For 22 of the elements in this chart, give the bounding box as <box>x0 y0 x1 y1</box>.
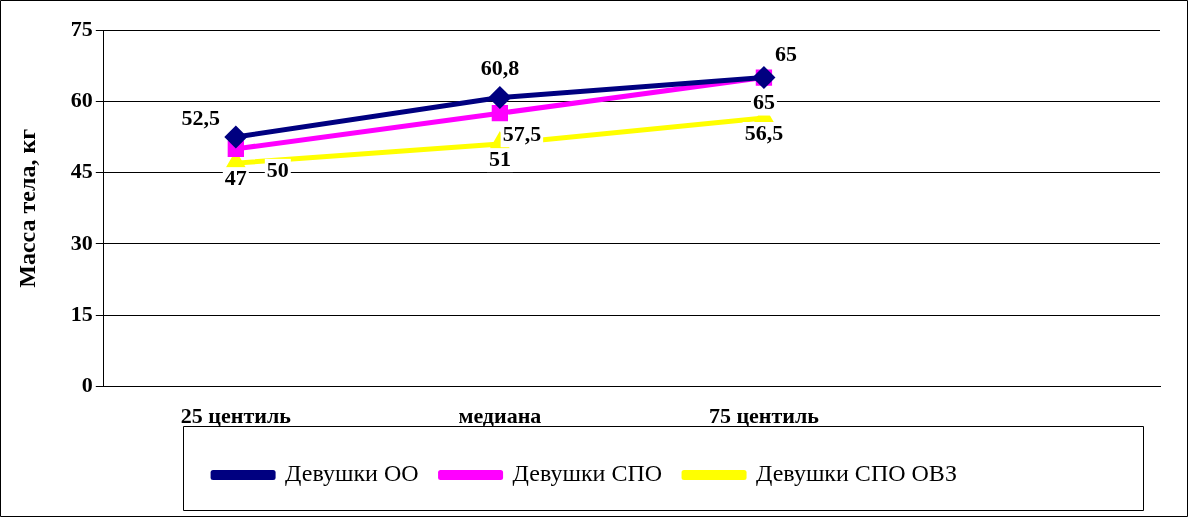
legend-label: Девушки СПО <box>512 460 663 487</box>
data-label: 51 <box>488 145 511 171</box>
y-tick-label: 0 <box>81 372 93 398</box>
data-label: 52,5 <box>181 104 221 130</box>
data-label: 57,5 <box>502 120 542 146</box>
y-tick-label: 45 <box>70 158 93 184</box>
data-label: 65 <box>774 41 797 67</box>
legend-label: Девушки СПО ОВЗ <box>756 460 957 487</box>
x-tick-label: медиана <box>458 403 542 429</box>
y-tick-label: 75 <box>70 15 93 41</box>
x-tick-label: 75 центиль <box>708 403 820 429</box>
x-tick-label: 25 центиль <box>180 403 292 429</box>
y-tick-label: 30 <box>70 229 93 255</box>
data-label: 50 <box>266 156 289 182</box>
y-axis-title: Масса тела, кг <box>13 128 40 288</box>
data-label: 60,8 <box>480 55 520 81</box>
legend-label: Девушки ОО <box>285 460 419 487</box>
data-label: 65 <box>752 89 775 115</box>
data-label: 47 <box>224 164 247 190</box>
y-tick-label: 15 <box>70 300 93 326</box>
data-label: 56,5 <box>744 119 784 145</box>
y-tick-label: 60 <box>70 87 93 113</box>
